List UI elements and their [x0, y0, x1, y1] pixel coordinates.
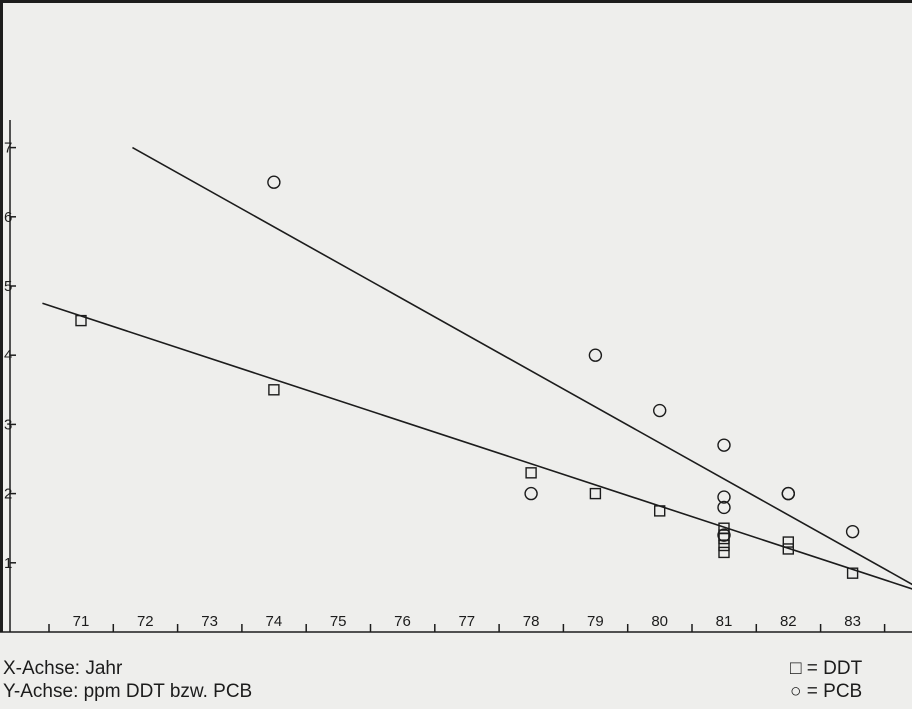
data-point-ddt	[718, 529, 730, 541]
y-axis-caption: Y-Achse: ppm DDT bzw. PCB	[3, 681, 253, 702]
legend-ddt: □ = DDT	[790, 658, 862, 680]
data-point-ddt	[589, 487, 602, 500]
y-tick-label: 3	[4, 416, 12, 433]
data-point-pcb	[267, 175, 281, 189]
circle-marker-icon: ○	[790, 681, 802, 702]
trendlines	[42, 146, 912, 590]
data-point-ddt	[718, 546, 730, 559]
y-tick-label: 4	[4, 347, 12, 364]
data-point-ddt	[782, 543, 794, 555]
x-tick-label: 82	[780, 613, 797, 630]
data-point-ddt	[846, 567, 859, 579]
y-tick-label: 5	[4, 278, 12, 295]
data-point-ddt	[654, 505, 666, 517]
data-point-ddt	[718, 539, 730, 552]
x-tick-label: 71	[73, 613, 90, 630]
data-point-pcb	[524, 486, 538, 501]
x-tick-label: 77	[458, 613, 475, 630]
data-point-pcb	[717, 528, 731, 542]
trendline-pcb	[132, 146, 912, 586]
y-axis-ticks: 1 2 3 4 5 6 7	[4, 140, 16, 572]
x-tick-label: 72	[137, 613, 154, 630]
x-axis-ticks: 71 72 73 74 75 76 77 78 79 80 81 82 83	[48, 613, 886, 632]
y-tick-label: 6	[4, 209, 12, 226]
x-tick-label: 78	[523, 613, 540, 630]
x-tick-label: 80	[651, 613, 668, 630]
trendline-ddt	[42, 302, 912, 590]
legend-pcb: ○ = PCB	[790, 681, 862, 703]
x-tick-label: 83	[844, 613, 861, 630]
y-tick-label: 2	[4, 486, 12, 503]
x-tick-label: 76	[394, 613, 411, 630]
plot-frame-top	[0, 0, 912, 3]
data-point-ddt	[718, 532, 730, 545]
data-point-ddt	[782, 536, 794, 548]
data-point-pcb	[717, 490, 731, 504]
data-point-pcb	[588, 348, 603, 362]
legend-ddt-label: = DDT	[806, 658, 863, 679]
data-point-ddt	[268, 384, 280, 396]
data-point-pcb	[653, 403, 667, 418]
data-markers	[75, 175, 860, 579]
data-point-pcb	[717, 438, 731, 452]
x-axis-caption: X-Achse: Jahr	[3, 658, 123, 679]
x-tick-label: 73	[201, 613, 218, 630]
y-tick-label: 1	[4, 555, 12, 572]
x-tick-label: 75	[330, 613, 347, 630]
x-tick-label: 81	[716, 613, 733, 630]
legend-pcb-label: = PCB	[806, 681, 863, 702]
y-tick-label: 7	[4, 140, 12, 157]
data-point-pcb	[717, 500, 731, 515]
square-marker-icon: □	[790, 658, 802, 679]
data-point-ddt	[75, 314, 87, 327]
x-tick-label: 79	[587, 613, 604, 630]
x-tick-label: 74	[266, 613, 283, 630]
data-point-pcb	[845, 524, 860, 539]
data-point-pcb	[781, 486, 795, 501]
data-point-ddt	[525, 467, 537, 479]
